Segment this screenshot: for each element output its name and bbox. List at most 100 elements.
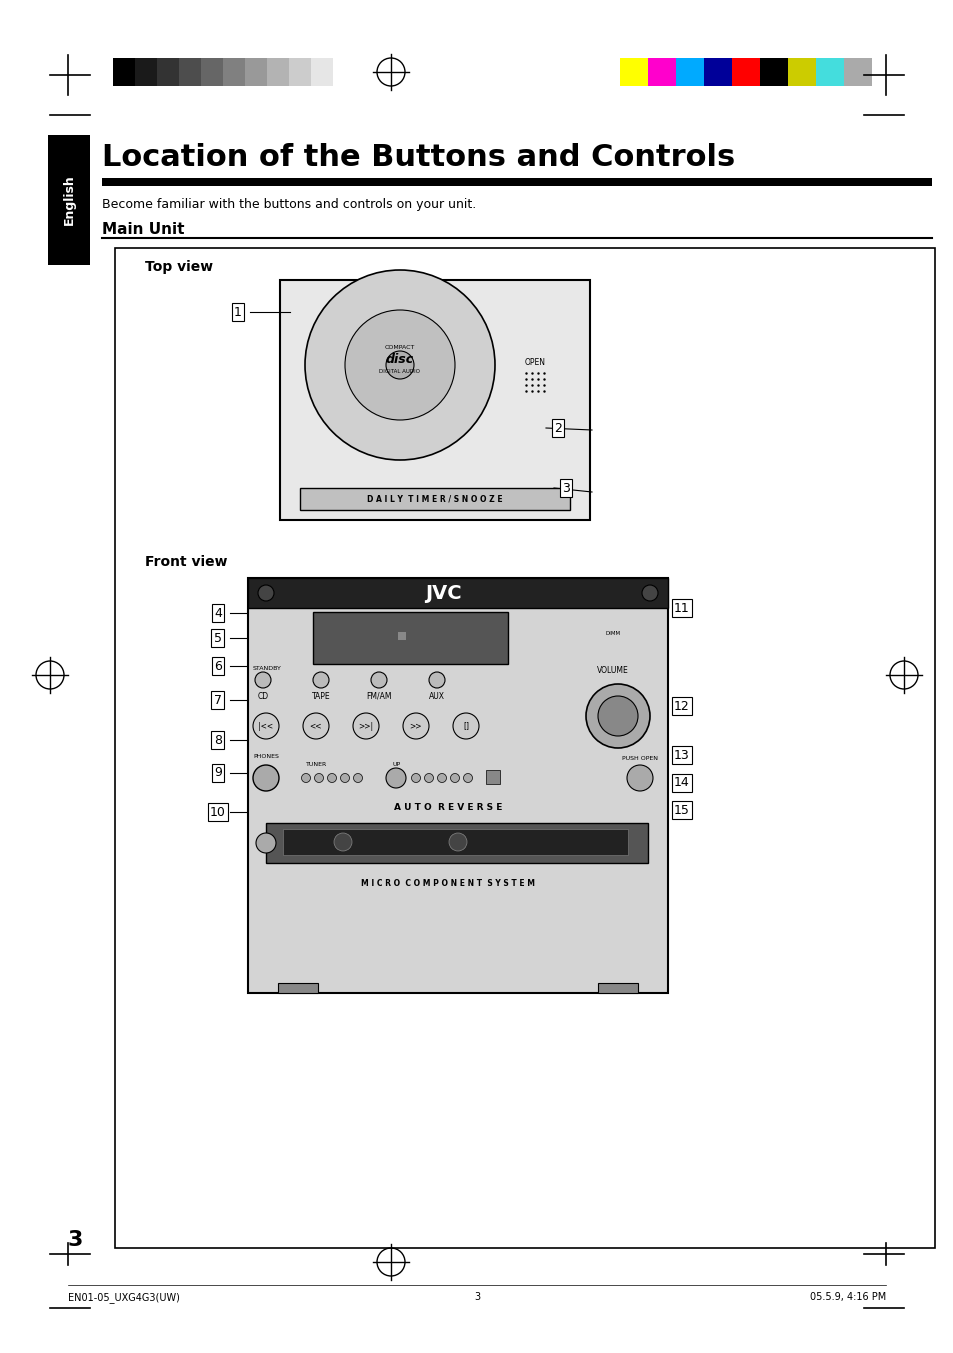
Text: []: [] [462, 721, 469, 731]
Text: 6: 6 [213, 659, 222, 672]
Text: |<<: |<< [258, 721, 274, 731]
Bar [157, 58, 179, 87]
Text: 7: 7 [213, 694, 222, 706]
Text: PUSH OPEN: PUSH OPEN [621, 755, 658, 760]
Text: 3: 3 [561, 482, 569, 494]
Bar [223, 58, 245, 87]
Circle shape [429, 672, 444, 687]
Text: 14: 14 [674, 777, 689, 790]
Text: 5: 5 [213, 632, 222, 644]
Bar [102, 179, 931, 185]
Bar [248, 578, 667, 607]
Text: 13: 13 [674, 748, 689, 762]
Bar [843, 58, 871, 87]
Bar [135, 58, 157, 87]
Text: COMPACT: COMPACT [384, 345, 415, 349]
Text: VOLUME: VOLUME [597, 666, 628, 675]
Text: TUNER: TUNER [306, 762, 327, 767]
Text: 10: 10 [210, 805, 226, 819]
Bar [289, 58, 311, 87]
Text: STANDBY: STANDBY [253, 666, 281, 671]
Text: >>: >> [410, 721, 422, 731]
Text: PHONES: PHONES [253, 754, 278, 759]
Text: CD: CD [257, 691, 269, 701]
Bar [112, 58, 135, 87]
Bar [248, 578, 667, 993]
Text: 05.5.9, 4:16 PM: 05.5.9, 4:16 PM [809, 1292, 885, 1302]
Circle shape [386, 769, 406, 787]
Circle shape [253, 713, 278, 739]
Text: 15: 15 [674, 804, 689, 816]
Bar [676, 58, 703, 87]
Circle shape [371, 672, 387, 687]
Circle shape [411, 774, 420, 782]
Text: Become familiar with the buttons and controls on your unit.: Become familiar with the buttons and con… [102, 198, 476, 211]
Circle shape [303, 713, 329, 739]
Text: Location of the Buttons and Controls: Location of the Buttons and Controls [102, 143, 735, 172]
Text: 1: 1 [233, 306, 242, 318]
Circle shape [450, 774, 459, 782]
Text: JVC: JVC [424, 583, 461, 602]
Text: 3: 3 [68, 1230, 83, 1250]
Text: TAPE: TAPE [312, 691, 330, 701]
Circle shape [449, 833, 467, 851]
Bar [703, 58, 731, 87]
Circle shape [313, 672, 329, 687]
Bar [245, 58, 267, 87]
Bar [313, 612, 507, 664]
Bar [485, 770, 499, 783]
Text: 12: 12 [674, 700, 689, 713]
Bar [397, 632, 406, 640]
Circle shape [402, 713, 429, 739]
Bar [311, 58, 333, 87]
Circle shape [257, 584, 274, 601]
Text: Top view: Top view [145, 260, 213, 275]
Circle shape [327, 774, 336, 782]
Text: UP: UP [393, 762, 400, 767]
Text: 3: 3 [474, 1292, 479, 1302]
Text: Front view: Front view [145, 555, 227, 570]
Circle shape [340, 774, 349, 782]
Text: disc: disc [386, 353, 414, 365]
Bar [333, 58, 355, 87]
Circle shape [437, 774, 446, 782]
Bar [280, 280, 589, 520]
Text: EN01-05_UXG4G3(UW): EN01-05_UXG4G3(UW) [68, 1292, 180, 1303]
Circle shape [354, 774, 362, 782]
Bar [299, 488, 569, 510]
Text: Main Unit: Main Unit [102, 222, 184, 237]
Circle shape [626, 764, 652, 792]
Text: DIGITAL AUDIO: DIGITAL AUDIO [379, 368, 420, 373]
Bar [787, 58, 815, 87]
Text: English: English [63, 175, 75, 226]
Circle shape [314, 774, 323, 782]
Text: 9: 9 [213, 767, 222, 779]
Text: AUX: AUX [429, 691, 444, 701]
Text: A U T O  R E V E R S E: A U T O R E V E R S E [394, 804, 501, 813]
Bar [619, 58, 647, 87]
Text: <<: << [310, 721, 322, 731]
Text: M I C R O  C O M P O N E N T  S Y S T E M: M I C R O C O M P O N E N T S Y S T E M [360, 878, 535, 888]
Bar [760, 58, 787, 87]
Circle shape [255, 833, 275, 852]
Text: OPEN: OPEN [524, 359, 545, 367]
Text: D A I L Y  T I M E R / S N O O Z E: D A I L Y T I M E R / S N O O Z E [367, 494, 502, 503]
Bar [598, 984, 638, 993]
Bar [115, 248, 934, 1247]
Text: 4: 4 [213, 606, 222, 620]
Circle shape [301, 774, 310, 782]
Text: 11: 11 [674, 602, 689, 614]
Circle shape [253, 764, 278, 792]
Text: DIMM: DIMM [605, 630, 619, 636]
Circle shape [598, 695, 638, 736]
Bar [201, 58, 223, 87]
Bar [266, 823, 647, 863]
Bar [267, 58, 289, 87]
Circle shape [305, 271, 495, 460]
Bar [179, 58, 201, 87]
Circle shape [641, 584, 658, 601]
Circle shape [585, 685, 649, 748]
Bar [277, 984, 317, 993]
Circle shape [386, 350, 414, 379]
Bar [731, 58, 760, 87]
